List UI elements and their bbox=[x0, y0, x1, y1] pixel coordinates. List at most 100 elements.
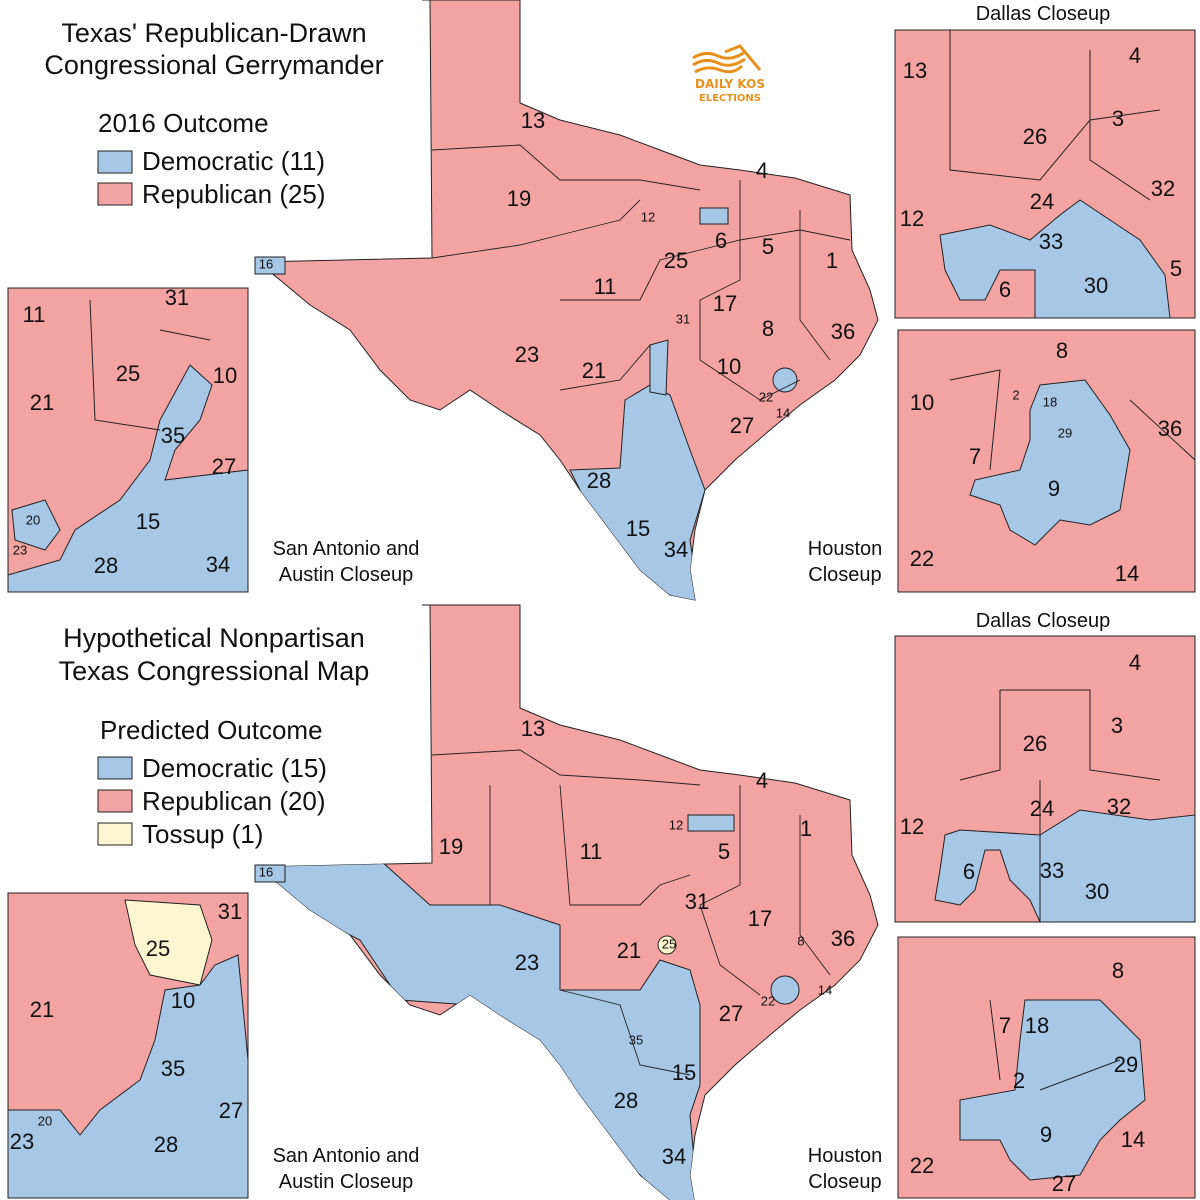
district-label-6: 6 bbox=[963, 859, 975, 884]
bottom-legend-tossup: Tossup (1) bbox=[142, 819, 263, 849]
houston-democratic-districts bbox=[770, 975, 800, 1005]
top-sa-caption-1: San Antonio and bbox=[273, 538, 420, 560]
district-label-11: 11 bbox=[23, 302, 46, 327]
district-label-35: 35 bbox=[161, 423, 185, 448]
district-label-10: 10 bbox=[910, 390, 934, 415]
district-label-2: 2 bbox=[1012, 387, 1019, 402]
bottom-state-map bbox=[254, 604, 879, 1200]
district-label-9: 9 bbox=[1040, 1122, 1052, 1147]
district-label-28: 28 bbox=[614, 1088, 638, 1113]
district-label-18: 18 bbox=[1025, 1013, 1049, 1038]
district-label-15: 15 bbox=[136, 509, 160, 534]
district-label-28: 28 bbox=[587, 468, 611, 493]
bottom-sa-caption-1: San Antonio and bbox=[273, 1145, 420, 1167]
district-label-4: 4 bbox=[1129, 43, 1141, 68]
bottom-title-line2: Texas Congressional Map bbox=[59, 656, 370, 686]
district-label-31: 31 bbox=[165, 285, 189, 310]
district-label-25: 25 bbox=[116, 361, 140, 386]
bottom-san-antonio-austin-closeup bbox=[7, 892, 249, 1199]
houston-democratic-districts bbox=[772, 367, 798, 393]
district-label-11: 11 bbox=[580, 839, 603, 864]
legend-swatch-tossup bbox=[97, 822, 133, 846]
district-label-31: 31 bbox=[218, 899, 242, 924]
district-label-14: 14 bbox=[1115, 561, 1139, 586]
logo-line2: ELECTIONS bbox=[699, 93, 761, 104]
district-label-23: 23 bbox=[13, 542, 27, 557]
district-label-19: 19 bbox=[439, 834, 463, 859]
district-label-2: 2 bbox=[1013, 1068, 1025, 1093]
district-label-8: 8 bbox=[762, 316, 774, 341]
district-label-26: 26 bbox=[1023, 124, 1047, 149]
district-label-10: 10 bbox=[171, 988, 195, 1013]
top-legend-republican: Republican (25) bbox=[142, 179, 326, 209]
district-label-27: 27 bbox=[719, 1001, 743, 1026]
district-label-21: 21 bbox=[30, 390, 54, 415]
district-label-1: 1 bbox=[800, 816, 812, 841]
district-label-4: 4 bbox=[1129, 650, 1141, 675]
district-label-24: 24 bbox=[1030, 189, 1054, 214]
district-label-36: 36 bbox=[1158, 416, 1182, 441]
district-label-31: 31 bbox=[676, 311, 690, 326]
bottom-dallas-closeup bbox=[894, 635, 1196, 923]
district-label-30: 30 bbox=[1084, 273, 1108, 298]
district-label-28: 28 bbox=[94, 553, 118, 578]
district-label-1: 1 bbox=[826, 248, 838, 273]
district-label-29: 29 bbox=[1058, 425, 1072, 440]
district-label-27: 27 bbox=[730, 413, 754, 438]
district-label-13: 13 bbox=[521, 108, 545, 133]
district-label-36: 36 bbox=[831, 926, 855, 951]
top-sa-caption-2: Austin Closeup bbox=[279, 564, 414, 586]
bottom-houston-caption-1: Houston bbox=[808, 1145, 883, 1167]
district-label-21: 21 bbox=[30, 997, 54, 1022]
austin-democratic-district bbox=[649, 339, 669, 396]
district-label-8: 8 bbox=[1112, 958, 1124, 983]
district-label-20: 20 bbox=[26, 512, 40, 527]
legend-swatch-republican bbox=[97, 182, 133, 206]
district-label-35: 35 bbox=[629, 1032, 643, 1047]
top-dallas-title: Dallas Closeup bbox=[976, 3, 1111, 25]
dallas-democratic-districts bbox=[687, 814, 735, 832]
district-label-6: 6 bbox=[715, 228, 727, 253]
district-label-7: 7 bbox=[969, 444, 981, 469]
bottom-houston-caption-2: Closeup bbox=[808, 1171, 881, 1193]
district-label-10: 10 bbox=[213, 363, 237, 388]
district-boundaries bbox=[431, 144, 851, 401]
district-label-34: 34 bbox=[662, 1144, 686, 1169]
district-label-21: 21 bbox=[582, 358, 606, 383]
district-label-15: 15 bbox=[672, 1060, 696, 1085]
district-label-14: 14 bbox=[818, 982, 832, 997]
district-label-14: 14 bbox=[1121, 1127, 1145, 1152]
logo-line1: DAILY KOS bbox=[695, 77, 765, 91]
bottom-dallas-title: Dallas Closeup bbox=[976, 610, 1111, 632]
bottom-sa-caption-2: Austin Closeup bbox=[279, 1171, 414, 1193]
district-label-13: 13 bbox=[903, 58, 927, 83]
district-label-33: 33 bbox=[1039, 229, 1063, 254]
district-label-22: 22 bbox=[759, 389, 773, 404]
district-label-6: 6 bbox=[999, 277, 1011, 302]
district-label-3: 3 bbox=[1112, 106, 1124, 131]
top-san-antonio-austin-closeup bbox=[7, 287, 249, 593]
district-label-16: 16 bbox=[259, 256, 273, 271]
top-title-line1: Texas' Republican-Drawn bbox=[61, 18, 366, 48]
district-label-25: 25 bbox=[146, 936, 170, 961]
top-legend-title: 2016 Outcome bbox=[98, 108, 269, 138]
bottom-legend-democratic: Democratic (15) bbox=[142, 753, 327, 783]
district-label-3: 3 bbox=[1111, 713, 1123, 738]
district-label-14: 14 bbox=[776, 405, 790, 420]
district-label-5: 5 bbox=[718, 839, 730, 864]
bottom-title-line1: Hypothetical Nonpartisan bbox=[63, 623, 365, 653]
district-label-23: 23 bbox=[515, 950, 539, 975]
district-label-17: 17 bbox=[713, 291, 737, 316]
district-label-26: 26 bbox=[1023, 731, 1047, 756]
district-label-32: 32 bbox=[1151, 176, 1175, 201]
district-label-23: 23 bbox=[515, 342, 539, 367]
district-label-5: 5 bbox=[1170, 256, 1182, 281]
district-label-16: 16 bbox=[259, 864, 273, 879]
district-label-24: 24 bbox=[1030, 796, 1054, 821]
el-paso-district-16 bbox=[254, 864, 286, 883]
district-boundaries bbox=[431, 749, 831, 1076]
district-label-7: 7 bbox=[999, 1013, 1011, 1038]
district-label-8: 8 bbox=[1056, 338, 1068, 363]
